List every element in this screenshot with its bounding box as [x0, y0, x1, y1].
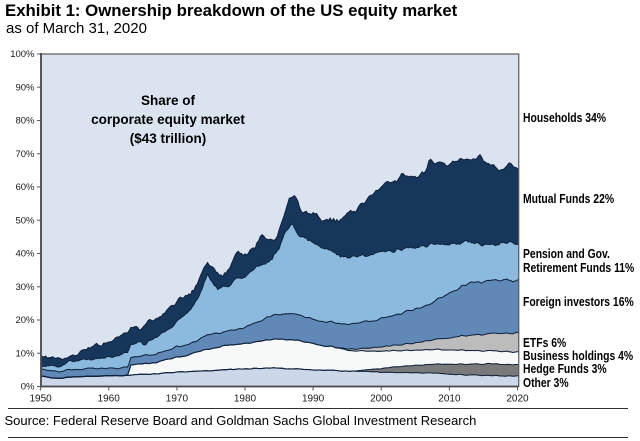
svg-text:60%: 60% — [15, 182, 35, 193]
svg-text:1950: 1950 — [29, 394, 52, 405]
svg-text:90%: 90% — [15, 83, 35, 94]
svg-text:1980: 1980 — [234, 394, 257, 405]
svg-text:40%: 40% — [15, 249, 35, 260]
svg-text:1970: 1970 — [166, 394, 189, 405]
svg-text:100%: 100% — [10, 49, 35, 60]
svg-text:2010: 2010 — [438, 394, 461, 405]
svg-text:1990: 1990 — [302, 394, 325, 405]
svg-text:2020: 2020 — [506, 394, 529, 405]
svg-text:1960: 1960 — [98, 394, 121, 405]
svg-text:0%: 0% — [21, 382, 35, 393]
svg-text:2000: 2000 — [370, 394, 393, 405]
svg-text:70%: 70% — [15, 149, 35, 160]
svg-text:80%: 80% — [15, 116, 35, 127]
svg-text:50%: 50% — [15, 215, 35, 226]
svg-text:20%: 20% — [15, 315, 35, 326]
svg-text:10%: 10% — [15, 348, 35, 359]
svg-text:30%: 30% — [15, 282, 35, 293]
